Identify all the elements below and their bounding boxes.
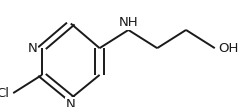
Text: Cl: Cl	[0, 87, 9, 100]
Text: N: N	[28, 42, 37, 55]
Text: OH: OH	[218, 42, 238, 55]
Text: NH: NH	[119, 16, 138, 29]
Text: N: N	[66, 98, 76, 107]
